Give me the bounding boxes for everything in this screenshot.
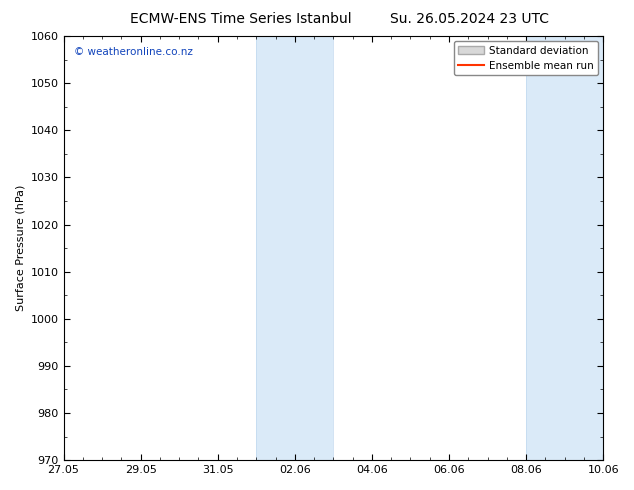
- Legend: Standard deviation, Ensemble mean run: Standard deviation, Ensemble mean run: [454, 41, 598, 75]
- Text: Su. 26.05.2024 23 UTC: Su. 26.05.2024 23 UTC: [390, 12, 548, 26]
- Text: © weatheronline.co.nz: © weatheronline.co.nz: [74, 47, 193, 57]
- Bar: [256, 36, 333, 460]
- Bar: [526, 36, 603, 460]
- Text: ECMW-ENS Time Series Istanbul: ECMW-ENS Time Series Istanbul: [130, 12, 352, 26]
- Y-axis label: Surface Pressure (hPa): Surface Pressure (hPa): [15, 185, 25, 311]
